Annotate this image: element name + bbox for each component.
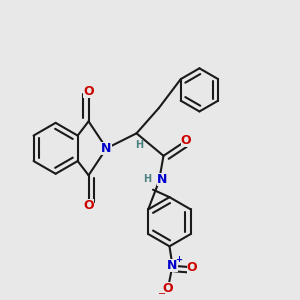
Text: N: N bbox=[101, 142, 112, 155]
Text: +: + bbox=[176, 255, 183, 264]
Text: O: O bbox=[163, 282, 173, 295]
Text: O: O bbox=[83, 199, 94, 212]
Text: N: N bbox=[167, 259, 178, 272]
Text: O: O bbox=[83, 85, 94, 98]
Text: H: H bbox=[135, 140, 143, 150]
Text: O: O bbox=[187, 261, 197, 274]
Text: N: N bbox=[157, 173, 167, 186]
Text: O: O bbox=[181, 134, 191, 147]
Text: H: H bbox=[143, 174, 151, 184]
Text: −: − bbox=[158, 289, 166, 298]
